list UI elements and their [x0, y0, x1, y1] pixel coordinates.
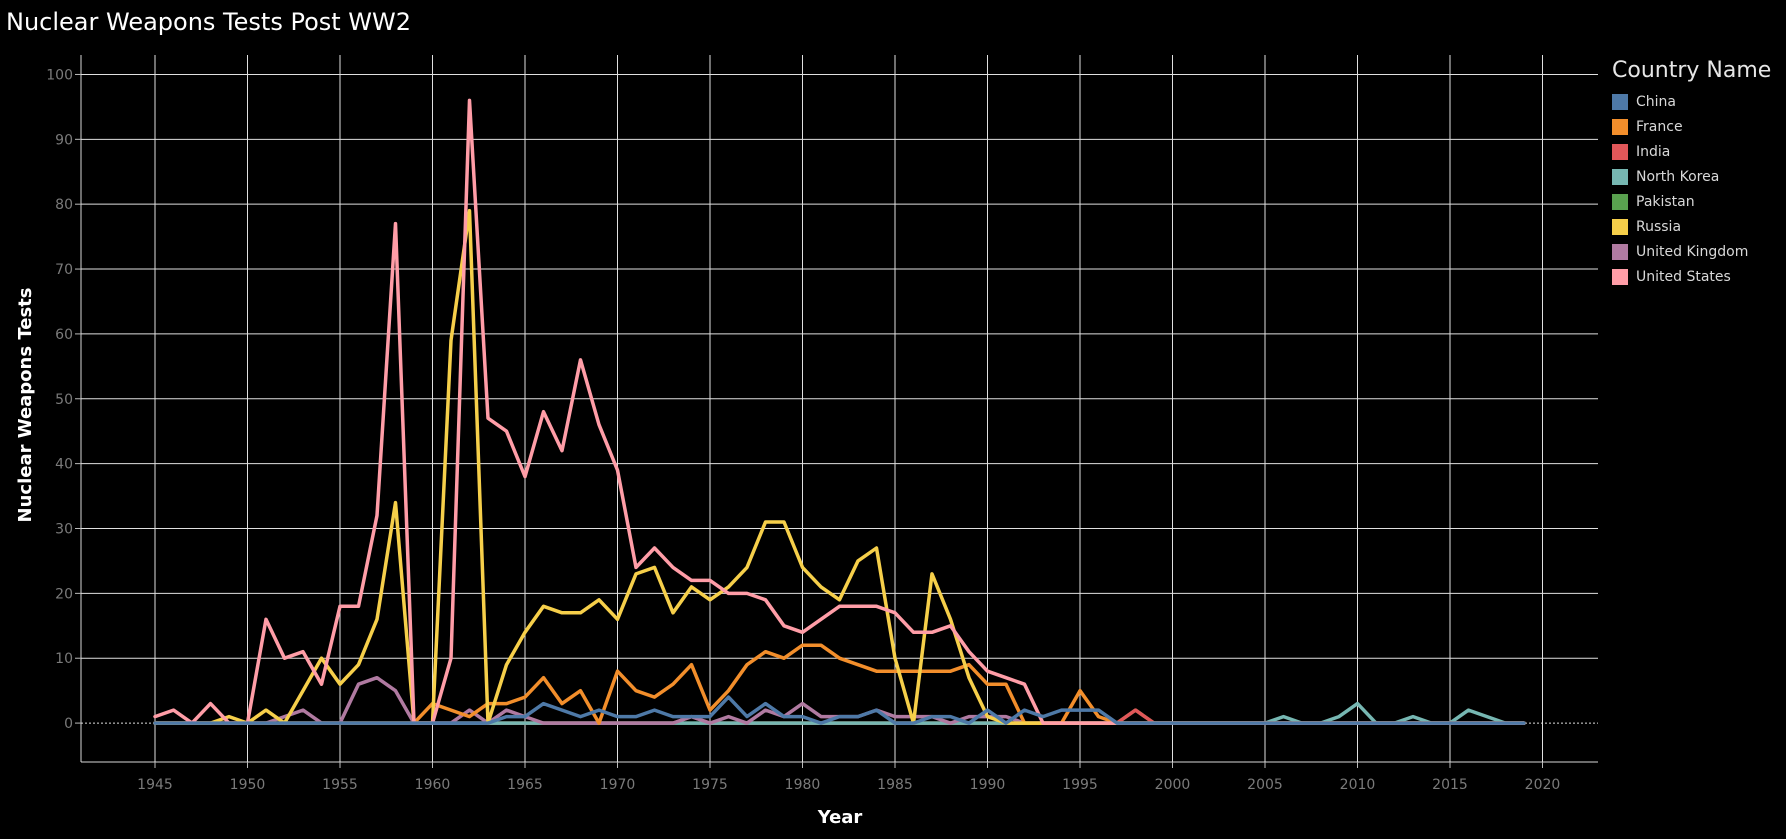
series-line-russia	[153, 208, 1526, 725]
y-tick-label: 0	[64, 716, 73, 732]
x-tick-label: 2010	[1340, 777, 1376, 793]
legend-swatch	[1612, 218, 1628, 235]
y-tick-label: 10	[55, 651, 73, 667]
legend-label: United States	[1636, 268, 1731, 285]
x-tick-label: 1970	[600, 777, 636, 793]
x-tick-label: 1995	[1062, 777, 1098, 793]
legend: Country Name China France India North Korea…	[1612, 58, 1771, 289]
x-tick-label: 1975	[692, 777, 728, 793]
y-axis-title: Nuclear Weapons Tests	[15, 288, 36, 523]
legend-swatch	[1612, 118, 1628, 135]
legend-label: Russia	[1636, 218, 1682, 235]
x-tick-label: 2005	[1247, 777, 1283, 793]
legend-label: India	[1636, 143, 1671, 160]
x-tick-label: 1960	[415, 777, 451, 793]
legend-label: France	[1636, 118, 1683, 135]
series-line-north-korea	[153, 701, 1526, 725]
y-tick-label: 100	[46, 67, 73, 83]
legend-item-china[interactable]: China	[1612, 89, 1771, 114]
legend-title: Country Name	[1612, 58, 1772, 83]
y-tick-label: 70	[55, 262, 73, 278]
legend-label: Pakistan	[1636, 193, 1695, 210]
y-tick-label: 50	[55, 392, 73, 408]
legend-label: United Kingdom	[1636, 243, 1749, 260]
y-tick-label: 20	[55, 586, 73, 602]
legend-swatch	[1612, 268, 1628, 285]
x-tick-label: 1945	[137, 777, 173, 793]
x-tick-label: 2000	[1155, 777, 1191, 793]
series-line-united-states	[153, 98, 1526, 725]
legend-swatch	[1612, 243, 1628, 260]
legend-item-pakistan[interactable]: Pakistan	[1612, 189, 1771, 214]
legend-item-united-kingdom[interactable]: United Kingdom	[1612, 239, 1771, 264]
legend-item-north-korea[interactable]: North Korea	[1612, 164, 1771, 189]
x-tick-label: 2015	[1432, 777, 1468, 793]
series-line-china	[153, 695, 1526, 725]
x-tick-label: 1985	[877, 777, 913, 793]
legend-item-united-states[interactable]: United States	[1612, 264, 1771, 289]
series-lines	[153, 98, 1526, 725]
x-tick-label: 2020	[1525, 777, 1561, 793]
legend-swatch	[1612, 93, 1628, 110]
x-tick-label: 1990	[970, 777, 1006, 793]
legend-label: North Korea	[1636, 168, 1720, 185]
x-axis-title: Year	[817, 807, 863, 828]
legend-item-russia[interactable]: Russia	[1612, 214, 1771, 239]
y-tick-label: 40	[55, 457, 73, 473]
y-tick-label: 80	[55, 197, 73, 213]
x-tick-label: 1955	[322, 777, 358, 793]
chart-title: Nuclear Weapons Tests Post WW2	[6, 8, 412, 36]
y-tick-label: 60	[55, 327, 73, 343]
tick-labels: 1945 1950 1955 1960 1965 1970 1975 1980 1985 1990…	[46, 67, 1560, 793]
x-tick-label: 1950	[230, 777, 266, 793]
legend-swatch	[1612, 143, 1628, 160]
legend-item-france[interactable]: France	[1612, 114, 1771, 139]
legend-item-india[interactable]: India	[1612, 139, 1771, 164]
y-tick-label: 90	[55, 132, 73, 148]
legend-label: China	[1636, 93, 1676, 110]
legend-swatch	[1612, 193, 1628, 210]
y-tick-label: 30	[55, 521, 73, 537]
x-tick-label: 1980	[785, 777, 821, 793]
grid-lines	[75, 55, 1598, 768]
x-tick-label: 1965	[507, 777, 543, 793]
legend-items: China France India North Korea Pakistan Russi…	[1612, 89, 1771, 289]
legend-swatch	[1612, 168, 1628, 185]
